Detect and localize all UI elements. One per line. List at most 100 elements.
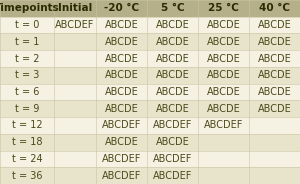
Text: t = 24: t = 24 [12,154,42,164]
Text: ABCDEF: ABCDEF [204,121,243,130]
FancyBboxPatch shape [147,17,198,33]
FancyBboxPatch shape [54,134,96,151]
FancyBboxPatch shape [198,100,249,117]
FancyBboxPatch shape [147,134,198,151]
Text: ABCDEF: ABCDEF [153,121,192,130]
Text: ABCDE: ABCDE [156,137,189,147]
FancyBboxPatch shape [198,50,249,67]
FancyBboxPatch shape [54,117,96,134]
Text: t = 12: t = 12 [12,121,42,130]
FancyBboxPatch shape [96,67,147,84]
Text: t = 0: t = 0 [15,20,39,30]
FancyBboxPatch shape [54,17,96,33]
FancyBboxPatch shape [54,84,96,100]
Text: ABCDE: ABCDE [156,87,189,97]
FancyBboxPatch shape [249,0,300,17]
Text: ABCDEF: ABCDEF [153,154,192,164]
FancyBboxPatch shape [54,33,96,50]
FancyBboxPatch shape [96,17,147,33]
Text: ABCDE: ABCDE [156,54,189,63]
FancyBboxPatch shape [96,0,147,17]
FancyBboxPatch shape [54,67,96,84]
FancyBboxPatch shape [249,151,300,167]
Text: ABCDE: ABCDE [258,54,291,63]
FancyBboxPatch shape [147,167,198,184]
Text: t = 6: t = 6 [15,87,39,97]
FancyBboxPatch shape [198,167,249,184]
FancyBboxPatch shape [249,84,300,100]
Text: ABCDE: ABCDE [258,37,291,47]
Text: ABCDE: ABCDE [207,70,240,80]
FancyBboxPatch shape [0,100,54,117]
Text: ABCDE: ABCDE [156,70,189,80]
FancyBboxPatch shape [147,151,198,167]
Text: ABCDE: ABCDE [105,37,138,47]
FancyBboxPatch shape [0,50,54,67]
FancyBboxPatch shape [0,117,54,134]
FancyBboxPatch shape [198,117,249,134]
FancyBboxPatch shape [198,151,249,167]
FancyBboxPatch shape [147,0,198,17]
FancyBboxPatch shape [96,100,147,117]
Text: t = 1: t = 1 [15,37,39,47]
FancyBboxPatch shape [147,50,198,67]
FancyBboxPatch shape [249,67,300,84]
Text: ABCDE: ABCDE [105,54,138,63]
FancyBboxPatch shape [0,33,54,50]
Text: ABCDEF: ABCDEF [102,154,141,164]
FancyBboxPatch shape [54,100,96,117]
FancyBboxPatch shape [249,50,300,67]
Text: ABCDE: ABCDE [207,54,240,63]
FancyBboxPatch shape [249,167,300,184]
FancyBboxPatch shape [249,33,300,50]
Text: ABCDEF: ABCDEF [55,20,95,30]
Text: ABCDE: ABCDE [258,20,291,30]
FancyBboxPatch shape [147,67,198,84]
Text: t = 18: t = 18 [12,137,42,147]
FancyBboxPatch shape [96,84,147,100]
FancyBboxPatch shape [147,100,198,117]
Text: ABCDE: ABCDE [258,104,291,114]
FancyBboxPatch shape [54,167,96,184]
Text: ABCDE: ABCDE [207,37,240,47]
Text: t = 2: t = 2 [15,54,39,63]
FancyBboxPatch shape [198,134,249,151]
Text: ABCDE: ABCDE [156,104,189,114]
FancyBboxPatch shape [96,134,147,151]
FancyBboxPatch shape [96,167,147,184]
Text: t = 3: t = 3 [15,70,39,80]
FancyBboxPatch shape [249,134,300,151]
Text: ABCDE: ABCDE [156,20,189,30]
FancyBboxPatch shape [249,117,300,134]
Text: ABCDE: ABCDE [105,137,138,147]
FancyBboxPatch shape [147,117,198,134]
FancyBboxPatch shape [0,17,54,33]
Text: Initial: Initial [58,3,92,13]
FancyBboxPatch shape [198,84,249,100]
Text: ABCDE: ABCDE [156,37,189,47]
FancyBboxPatch shape [198,33,249,50]
Text: ABCDE: ABCDE [258,70,291,80]
Text: t = 36: t = 36 [12,171,42,181]
FancyBboxPatch shape [96,117,147,134]
FancyBboxPatch shape [96,50,147,67]
Text: ABCDEF: ABCDEF [102,121,141,130]
Text: ABCDE: ABCDE [105,20,138,30]
FancyBboxPatch shape [96,33,147,50]
FancyBboxPatch shape [147,84,198,100]
Text: 25 °C: 25 °C [208,3,239,13]
Text: ABCDE: ABCDE [258,87,291,97]
Text: Timepoints: Timepoints [0,3,60,13]
Text: ABCDE: ABCDE [207,87,240,97]
Text: 5 °C: 5 °C [161,3,184,13]
FancyBboxPatch shape [198,17,249,33]
FancyBboxPatch shape [198,67,249,84]
Text: ABCDEF: ABCDEF [102,171,141,181]
FancyBboxPatch shape [0,84,54,100]
Text: ABCDE: ABCDE [207,104,240,114]
FancyBboxPatch shape [0,0,54,17]
FancyBboxPatch shape [0,134,54,151]
Text: ABCDE: ABCDE [105,104,138,114]
FancyBboxPatch shape [0,167,54,184]
FancyBboxPatch shape [249,17,300,33]
